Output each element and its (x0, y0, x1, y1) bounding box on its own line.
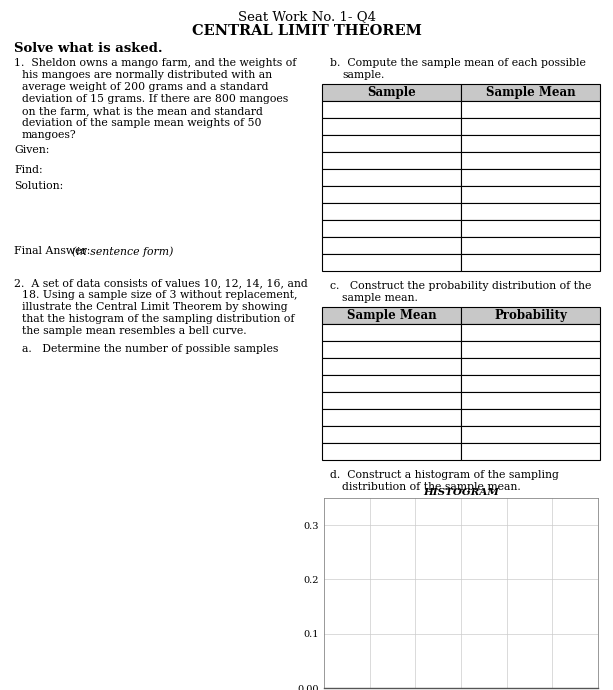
Bar (461, 409, 600, 426)
Bar (461, 426, 600, 443)
Text: Sample: Sample (367, 86, 416, 99)
Text: Seat Work No. 1- Q4: Seat Work No. 1- Q4 (237, 10, 376, 23)
Bar (322, 84, 461, 101)
Title: HISTOGRAM: HISTOGRAM (423, 489, 499, 497)
Bar (461, 237, 600, 254)
Text: that the histogram of the sampling distribution of: that the histogram of the sampling distr… (22, 314, 294, 324)
Text: 2.  A set of data consists of values 10, 12, 14, 16, and: 2. A set of data consists of values 10, … (14, 278, 308, 288)
Bar (322, 152, 461, 169)
Text: deviation of 15 grams. If there are 800 mangoes: deviation of 15 grams. If there are 800 … (22, 94, 288, 104)
Bar (322, 254, 461, 271)
Bar (461, 341, 600, 358)
Bar (322, 443, 461, 460)
Bar (461, 358, 600, 375)
Bar (322, 324, 461, 341)
Bar (461, 101, 600, 118)
Bar (461, 203, 600, 220)
Bar (461, 392, 600, 409)
Text: Solution:: Solution: (14, 181, 63, 191)
Text: illustrate the Central Limit Theorem by showing: illustrate the Central Limit Theorem by … (22, 302, 287, 312)
Text: Final Answer:: Final Answer: (14, 246, 94, 256)
Text: the sample mean resembles a bell curve.: the sample mean resembles a bell curve. (22, 326, 246, 336)
Text: 1.  Sheldon owns a mango farm, and the weights of: 1. Sheldon owns a mango farm, and the we… (14, 58, 296, 68)
Text: Sample Mean: Sample Mean (347, 309, 436, 322)
Bar (322, 220, 461, 237)
Text: average weight of 200 grams and a standard: average weight of 200 grams and a standa… (22, 82, 268, 92)
Bar (322, 118, 461, 135)
Bar (322, 409, 461, 426)
Bar (461, 84, 600, 101)
Bar (322, 341, 461, 358)
Bar (461, 169, 600, 186)
Text: a.   Determine the number of possible samples: a. Determine the number of possible samp… (22, 344, 278, 354)
Bar (461, 220, 600, 237)
Bar (322, 203, 461, 220)
Text: c.   Construct the probability distribution of the: c. Construct the probability distributio… (330, 281, 592, 291)
Text: on the farm, what is the mean and standard: on the farm, what is the mean and standa… (22, 106, 263, 116)
Bar (322, 392, 461, 409)
Bar (322, 375, 461, 392)
Bar (461, 324, 600, 341)
Bar (461, 118, 600, 135)
Bar (461, 254, 600, 271)
Bar (461, 152, 600, 169)
Bar (461, 186, 600, 203)
Text: his mangoes are normally distributed with an: his mangoes are normally distributed wit… (22, 70, 272, 80)
Bar (322, 169, 461, 186)
Bar (322, 101, 461, 118)
Bar (322, 135, 461, 152)
Text: deviation of the sample mean weights of 50: deviation of the sample mean weights of … (22, 118, 262, 128)
Bar (461, 135, 600, 152)
Text: d.  Construct a histogram of the sampling: d. Construct a histogram of the sampling (330, 470, 559, 480)
Text: Sample Mean: Sample Mean (485, 86, 576, 99)
Bar (461, 443, 600, 460)
Bar (461, 375, 600, 392)
Text: Given:: Given: (14, 145, 50, 155)
Bar (322, 307, 461, 324)
Bar (322, 358, 461, 375)
Text: Probability: Probability (494, 309, 567, 322)
Text: Solve what is asked.: Solve what is asked. (14, 42, 162, 55)
Text: mangoes?: mangoes? (22, 130, 77, 140)
Text: (in sentence form): (in sentence form) (72, 246, 173, 257)
Text: 18. Using a sample size of 3 without replacement,: 18. Using a sample size of 3 without rep… (22, 290, 297, 300)
Text: sample.: sample. (342, 70, 384, 80)
Text: distribution of the sample mean.: distribution of the sample mean. (342, 482, 521, 492)
Text: Find:: Find: (14, 165, 43, 175)
Bar (322, 237, 461, 254)
Text: b.  Compute the sample mean of each possible: b. Compute the sample mean of each possi… (330, 58, 586, 68)
Bar (322, 186, 461, 203)
Bar (322, 426, 461, 443)
Text: CENTRAL LIMIT THEOREM: CENTRAL LIMIT THEOREM (191, 24, 422, 38)
Bar (461, 307, 600, 324)
Text: sample mean.: sample mean. (342, 293, 418, 303)
